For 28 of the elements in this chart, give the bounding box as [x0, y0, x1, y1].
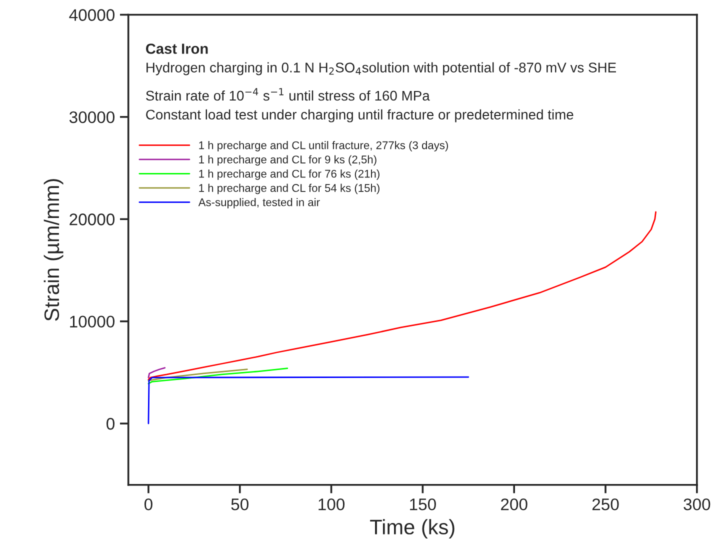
legend-label: 1 h precharge and CL for 76 ks (21h): [199, 170, 380, 180]
line-series: [148, 368, 288, 384]
legend-label: 1 h precharge and CL until fracture, 277ks (3 days): [199, 141, 448, 152]
annotation: Constant load test under charging until fracture or predetermined time: [146, 109, 574, 122]
x-tick-label: 250: [592, 498, 619, 510]
y-tick-label: 40000: [69, 9, 114, 21]
line-series: [148, 211, 656, 380]
x-tick-label: 200: [501, 498, 528, 510]
y-axis-title: Strain (µm/mm): [44, 179, 64, 321]
x-tick-label: 100: [318, 498, 345, 510]
x-axis-title: Time (ks): [370, 519, 454, 539]
legend-label: 1 h precharge and CL for 54 ks (15h): [199, 184, 380, 194]
line-series: [148, 376, 470, 424]
y-tick-label: 0: [106, 418, 114, 430]
x-tick-label: 150: [410, 498, 436, 510]
annotation: Strain rate of 10$^{−4}$ s$^{−1}$ until stress of 160 MPa: [146, 88, 430, 101]
y-tick-label: 30000: [69, 111, 114, 124]
legend-label: As-supplied, tested in air: [198, 198, 320, 208]
legend-label: 1 h precharge and CL for 9 ks (2,5h): [199, 155, 376, 166]
y-tick-label: 20000: [70, 214, 114, 226]
x-tick-label: 0: [144, 498, 152, 510]
line-series: [148, 367, 166, 378]
line-series: [148, 368, 248, 382]
x-tick-label: 50: [231, 498, 248, 510]
annotation: Cast Iron: [146, 44, 208, 54]
x-tick-label: 300: [684, 498, 710, 510]
y-tick-label: 10000: [70, 316, 114, 328]
annotation: Hydrogen charging in 0.1 N H$_{2}$SO$_{4}$solution with potential of -870 mV vs SHE: [146, 62, 616, 76]
